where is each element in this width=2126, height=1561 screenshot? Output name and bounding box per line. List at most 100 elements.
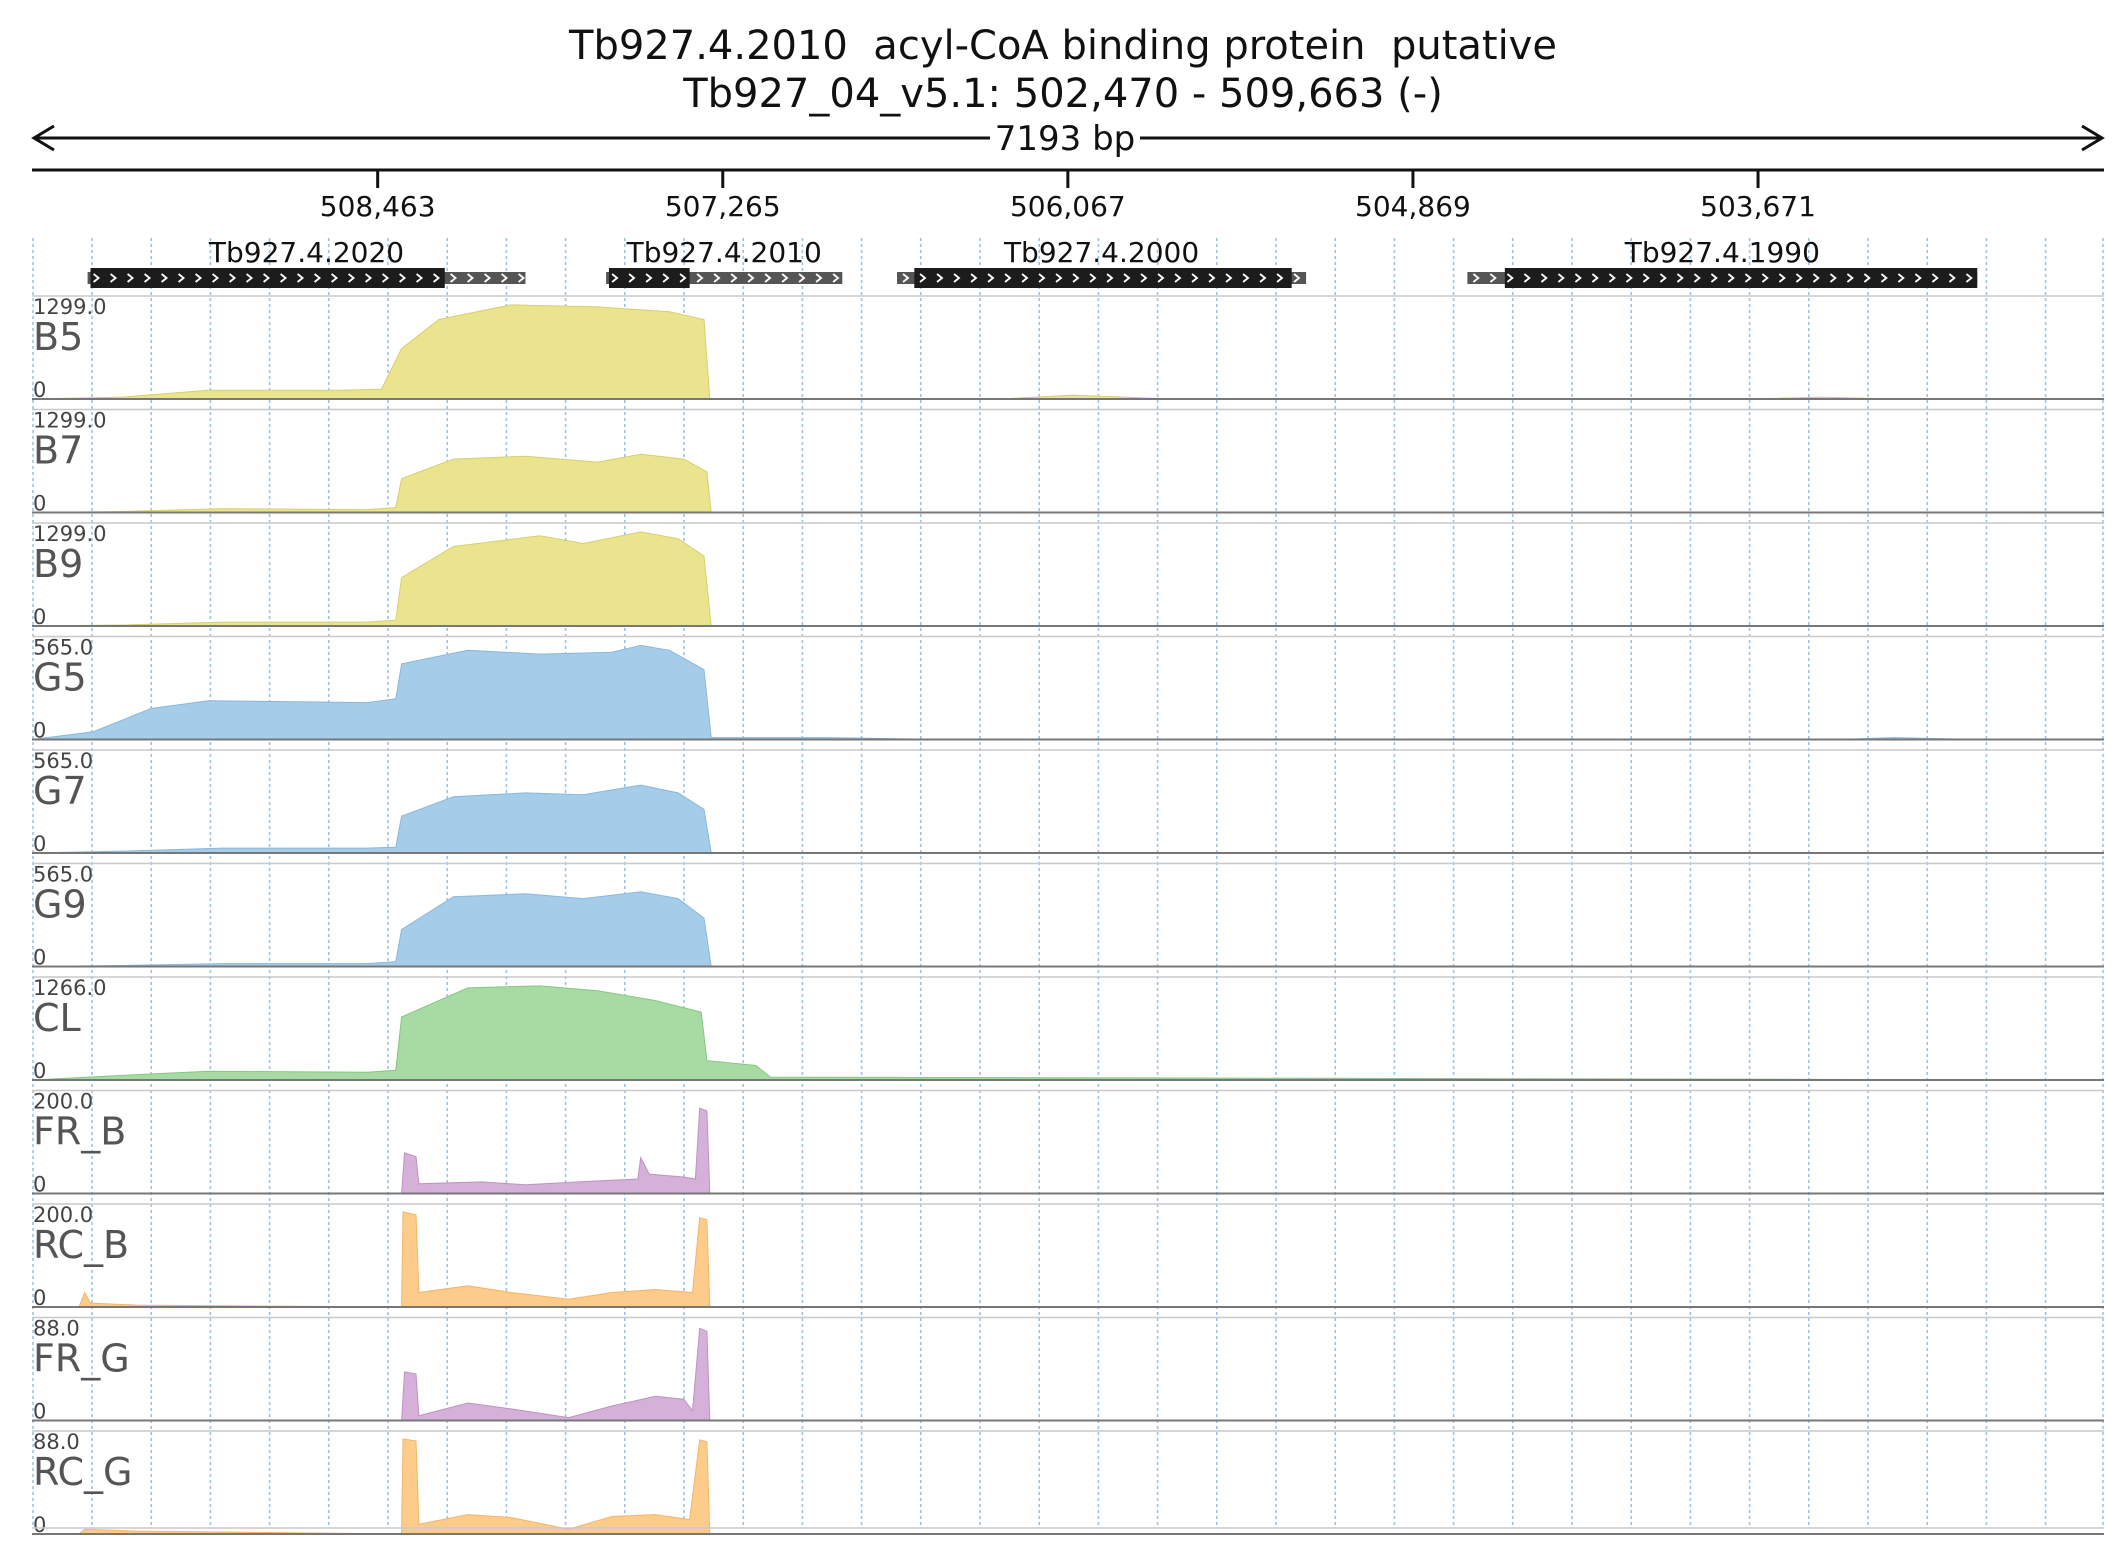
- strand-arrow: [195, 273, 203, 283]
- ruler-tick-label: 503,671: [1700, 190, 1816, 223]
- track-name: G7: [33, 769, 87, 813]
- strand-arrow: [1761, 273, 1769, 283]
- coverage-area: [31, 891, 2104, 967]
- strand-arrow: [1472, 273, 1480, 283]
- span-label: 7193 bp: [995, 119, 1136, 159]
- coverage-area: [31, 531, 2104, 627]
- strand-arrow: [1642, 273, 1650, 283]
- strand-arrow: [1489, 273, 1497, 283]
- track-name: B7: [33, 429, 83, 473]
- ruler-tick-label: 506,067: [1010, 190, 1126, 223]
- strand-arrow: [467, 273, 475, 283]
- strand-arrow: [93, 273, 101, 283]
- track-zero-label: 0: [33, 1173, 46, 1197]
- strand-arrow: [1795, 273, 1803, 283]
- coverage-area: [31, 644, 2104, 740]
- strand-arrow: [246, 273, 254, 283]
- track-name: FR_G: [33, 1337, 130, 1381]
- track-max-label: 88.0: [33, 1317, 80, 1341]
- strand-arrow: [1931, 273, 1939, 283]
- strand-arrow: [1693, 273, 1701, 283]
- strand-arrow: [679, 273, 687, 283]
- strand-arrow: [365, 273, 373, 283]
- strand-arrow: [110, 273, 118, 283]
- strand-arrow: [747, 273, 755, 283]
- strand-arrow: [1293, 273, 1301, 283]
- track-max-label: 565.0: [33, 863, 93, 887]
- strand-arrow: [953, 273, 961, 283]
- strand-arrow: [1055, 273, 1063, 283]
- strand-arrow: [501, 273, 509, 283]
- track-max-label: 1299.0: [33, 522, 106, 546]
- strand-arrow: [127, 273, 135, 283]
- strand-arrow: [832, 273, 840, 283]
- track-name: RC_G: [33, 1450, 133, 1494]
- track-max-label: 565.0: [33, 636, 93, 660]
- strand-arrow: [1140, 273, 1148, 283]
- strand-arrow: [1523, 273, 1531, 283]
- strand-arrow: [450, 273, 458, 283]
- strand-arrow: [1021, 273, 1029, 283]
- genomic-location: Tb927_04_v5.1: 502,470 - 509,663 (-): [683, 71, 1443, 117]
- track-name: G9: [33, 883, 87, 927]
- track-max-label: 1299.0: [33, 409, 106, 433]
- gene-cds: [914, 268, 1292, 288]
- strand-arrow: [1710, 273, 1718, 283]
- strand-arrow: [1965, 273, 1973, 283]
- track-name: CL: [33, 996, 81, 1040]
- strand-arrow: [1625, 273, 1633, 283]
- figure-title: Tb927.4.2010 acyl-CoA binding protein pu…: [0, 22, 2126, 118]
- strand-arrow: [919, 273, 927, 283]
- span-left-arrowhead: [31, 124, 55, 152]
- strand-arrow: [662, 273, 670, 283]
- ruler-tick-label: 507,265: [665, 190, 781, 223]
- track-zero-label: 0: [33, 946, 46, 970]
- track-max-label: 1266.0: [33, 976, 106, 1000]
- track-zero-label: 0: [33, 378, 46, 402]
- strand-arrow: [902, 273, 910, 283]
- strand-arrow: [416, 273, 424, 283]
- gene-label: Tb927.4.2020: [208, 236, 404, 269]
- strand-arrow: [297, 273, 305, 283]
- strand-arrow: [1812, 273, 1820, 283]
- strand-arrow: [1608, 273, 1616, 283]
- strand-arrow: [645, 273, 653, 283]
- strand-arrow: [348, 273, 356, 283]
- track-max-label: 200.0: [33, 1090, 93, 1114]
- strand-arrow: [1744, 273, 1752, 283]
- track-zero-label: 0: [33, 719, 46, 743]
- coverage-area: [31, 985, 2105, 1081]
- span-label-bg: [990, 118, 1140, 158]
- strand-arrow: [1225, 273, 1233, 283]
- track-max-label: 1299.0: [33, 295, 106, 319]
- strand-arrow: [1540, 273, 1548, 283]
- strand-arrow: [212, 273, 220, 283]
- strand-arrow: [1191, 273, 1199, 283]
- track-name: FR_B: [33, 1110, 126, 1154]
- track-name: B5: [33, 315, 83, 359]
- strand-arrow: [484, 273, 492, 283]
- strand-arrow: [280, 273, 288, 283]
- strand-arrow: [1557, 273, 1565, 283]
- gene-title: Tb927.4.2010 acyl-CoA binding protein pu…: [569, 23, 1557, 69]
- strand-arrow: [1208, 273, 1216, 283]
- strand-arrow: [1880, 273, 1888, 283]
- strand-arrow: [1089, 273, 1097, 283]
- strand-arrow: [1676, 273, 1684, 283]
- strand-arrow: [229, 273, 237, 283]
- strand-arrow: [1659, 273, 1667, 283]
- track-zero-label: 0: [33, 1059, 46, 1083]
- coverage-area: [31, 453, 2104, 513]
- coverage-area: [32, 1107, 2104, 1194]
- strand-arrow: [713, 273, 721, 283]
- strand-arrow: [1174, 273, 1182, 283]
- strand-arrow: [1259, 273, 1267, 283]
- strand-arrow: [1157, 273, 1165, 283]
- strand-arrow: [987, 273, 995, 283]
- strand-arrow: [1123, 273, 1131, 283]
- strand-arrow: [399, 273, 407, 283]
- track-name: B9: [33, 542, 83, 586]
- strand-arrow: [764, 273, 772, 283]
- track-max-label: 565.0: [33, 749, 93, 773]
